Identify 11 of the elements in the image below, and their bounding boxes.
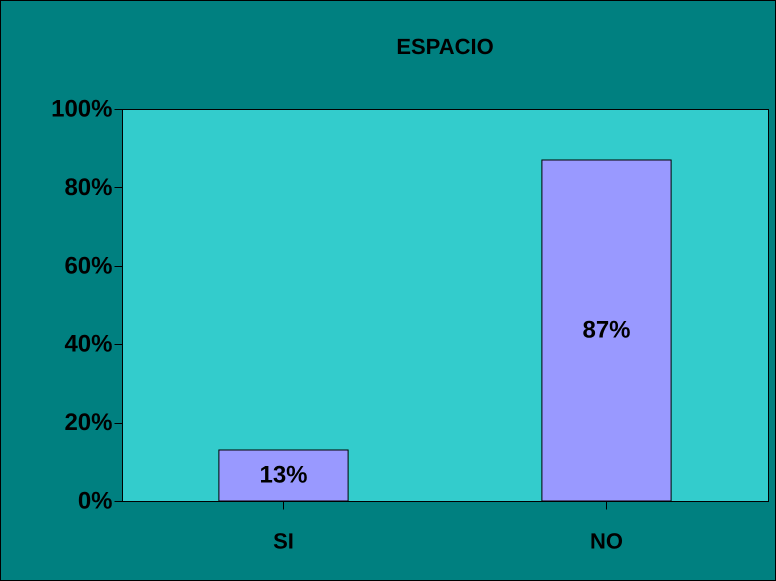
y-tick-label: 80%	[64, 174, 112, 201]
x-tick-label: NO	[590, 528, 623, 554]
chart-title: ESPACIO	[396, 34, 494, 59]
x-tick-label: SI	[273, 528, 294, 554]
y-tick-label: 0%	[78, 488, 112, 514]
y-tick-label: 60%	[64, 252, 112, 280]
data-label: 13%	[259, 462, 308, 489]
y-tick-label: 20%	[64, 409, 112, 436]
data-label: 87%	[582, 316, 631, 344]
y-tick-label: 100%	[51, 96, 112, 122]
y-tick-label: 40%	[64, 330, 112, 358]
